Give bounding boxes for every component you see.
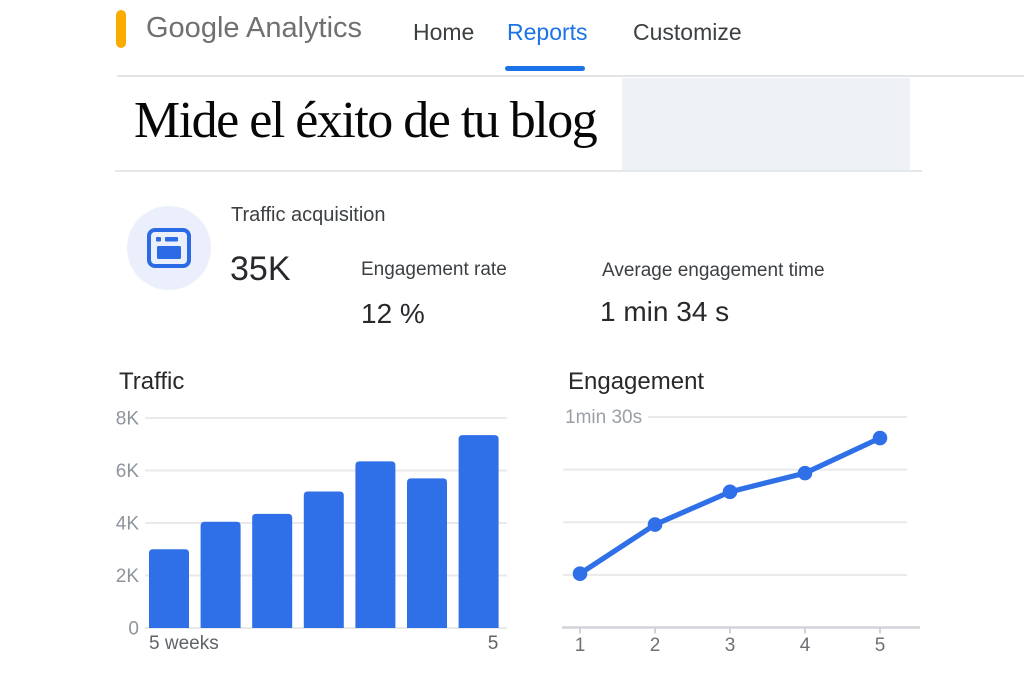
- header-divider: [117, 75, 1024, 77]
- page-title: Mide el éxito de tu blog: [134, 92, 598, 149]
- title-highlight-panel: [622, 78, 910, 170]
- engagement-rate-label: Engagement rate: [361, 259, 507, 280]
- svg-text:2: 2: [650, 635, 661, 656]
- svg-text:4: 4: [800, 635, 811, 656]
- analytics-logo-bar-icon: [116, 10, 126, 48]
- svg-text:5: 5: [488, 633, 499, 654]
- avg-engagement-time-label: Average engagement time: [602, 260, 825, 281]
- svg-text:8K: 8K: [116, 409, 140, 430]
- visitors-metric-value: 35K: [230, 250, 291, 288]
- nav-tab-reports[interactable]: Reports: [507, 19, 588, 45]
- browser-window-icon: [147, 228, 191, 268]
- engagement-chart-title: Engagement: [568, 368, 705, 395]
- svg-text:4K: 4K: [116, 514, 140, 535]
- svg-text:6K: 6K: [116, 461, 140, 482]
- svg-text:5 weeks: 5 weeks: [149, 633, 219, 654]
- svg-text:3: 3: [725, 635, 736, 656]
- active-tab-underline: [505, 66, 585, 71]
- svg-text:2K: 2K: [116, 566, 140, 587]
- summary-card-title: Traffic acquisition: [231, 204, 386, 226]
- traffic-acquisition-icon-badge: [127, 206, 211, 290]
- svg-text:1: 1: [575, 635, 586, 656]
- svg-text:5: 5: [875, 635, 886, 656]
- engagement-line-chart: 1min 30s 1 2 3 4 5: [555, 400, 925, 658]
- nav-tab-customize[interactable]: Customize: [633, 19, 742, 45]
- app-logo: Google Analytics: [146, 12, 363, 44]
- engagement-rate-value: 12 %: [361, 298, 425, 329]
- traffic-bar-chart: 8K 6K 4K 2K 0 5 weeks 5: [95, 400, 515, 658]
- nav-tab-home[interactable]: Home: [413, 19, 475, 45]
- svg-text:1min 30s: 1min 30s: [565, 407, 642, 428]
- title-divider: [115, 170, 922, 172]
- svg-text:0: 0: [128, 619, 139, 640]
- traffic-chart-title: Traffic: [119, 368, 185, 395]
- avg-engagement-time-value: 1 min 34 s: [600, 296, 730, 327]
